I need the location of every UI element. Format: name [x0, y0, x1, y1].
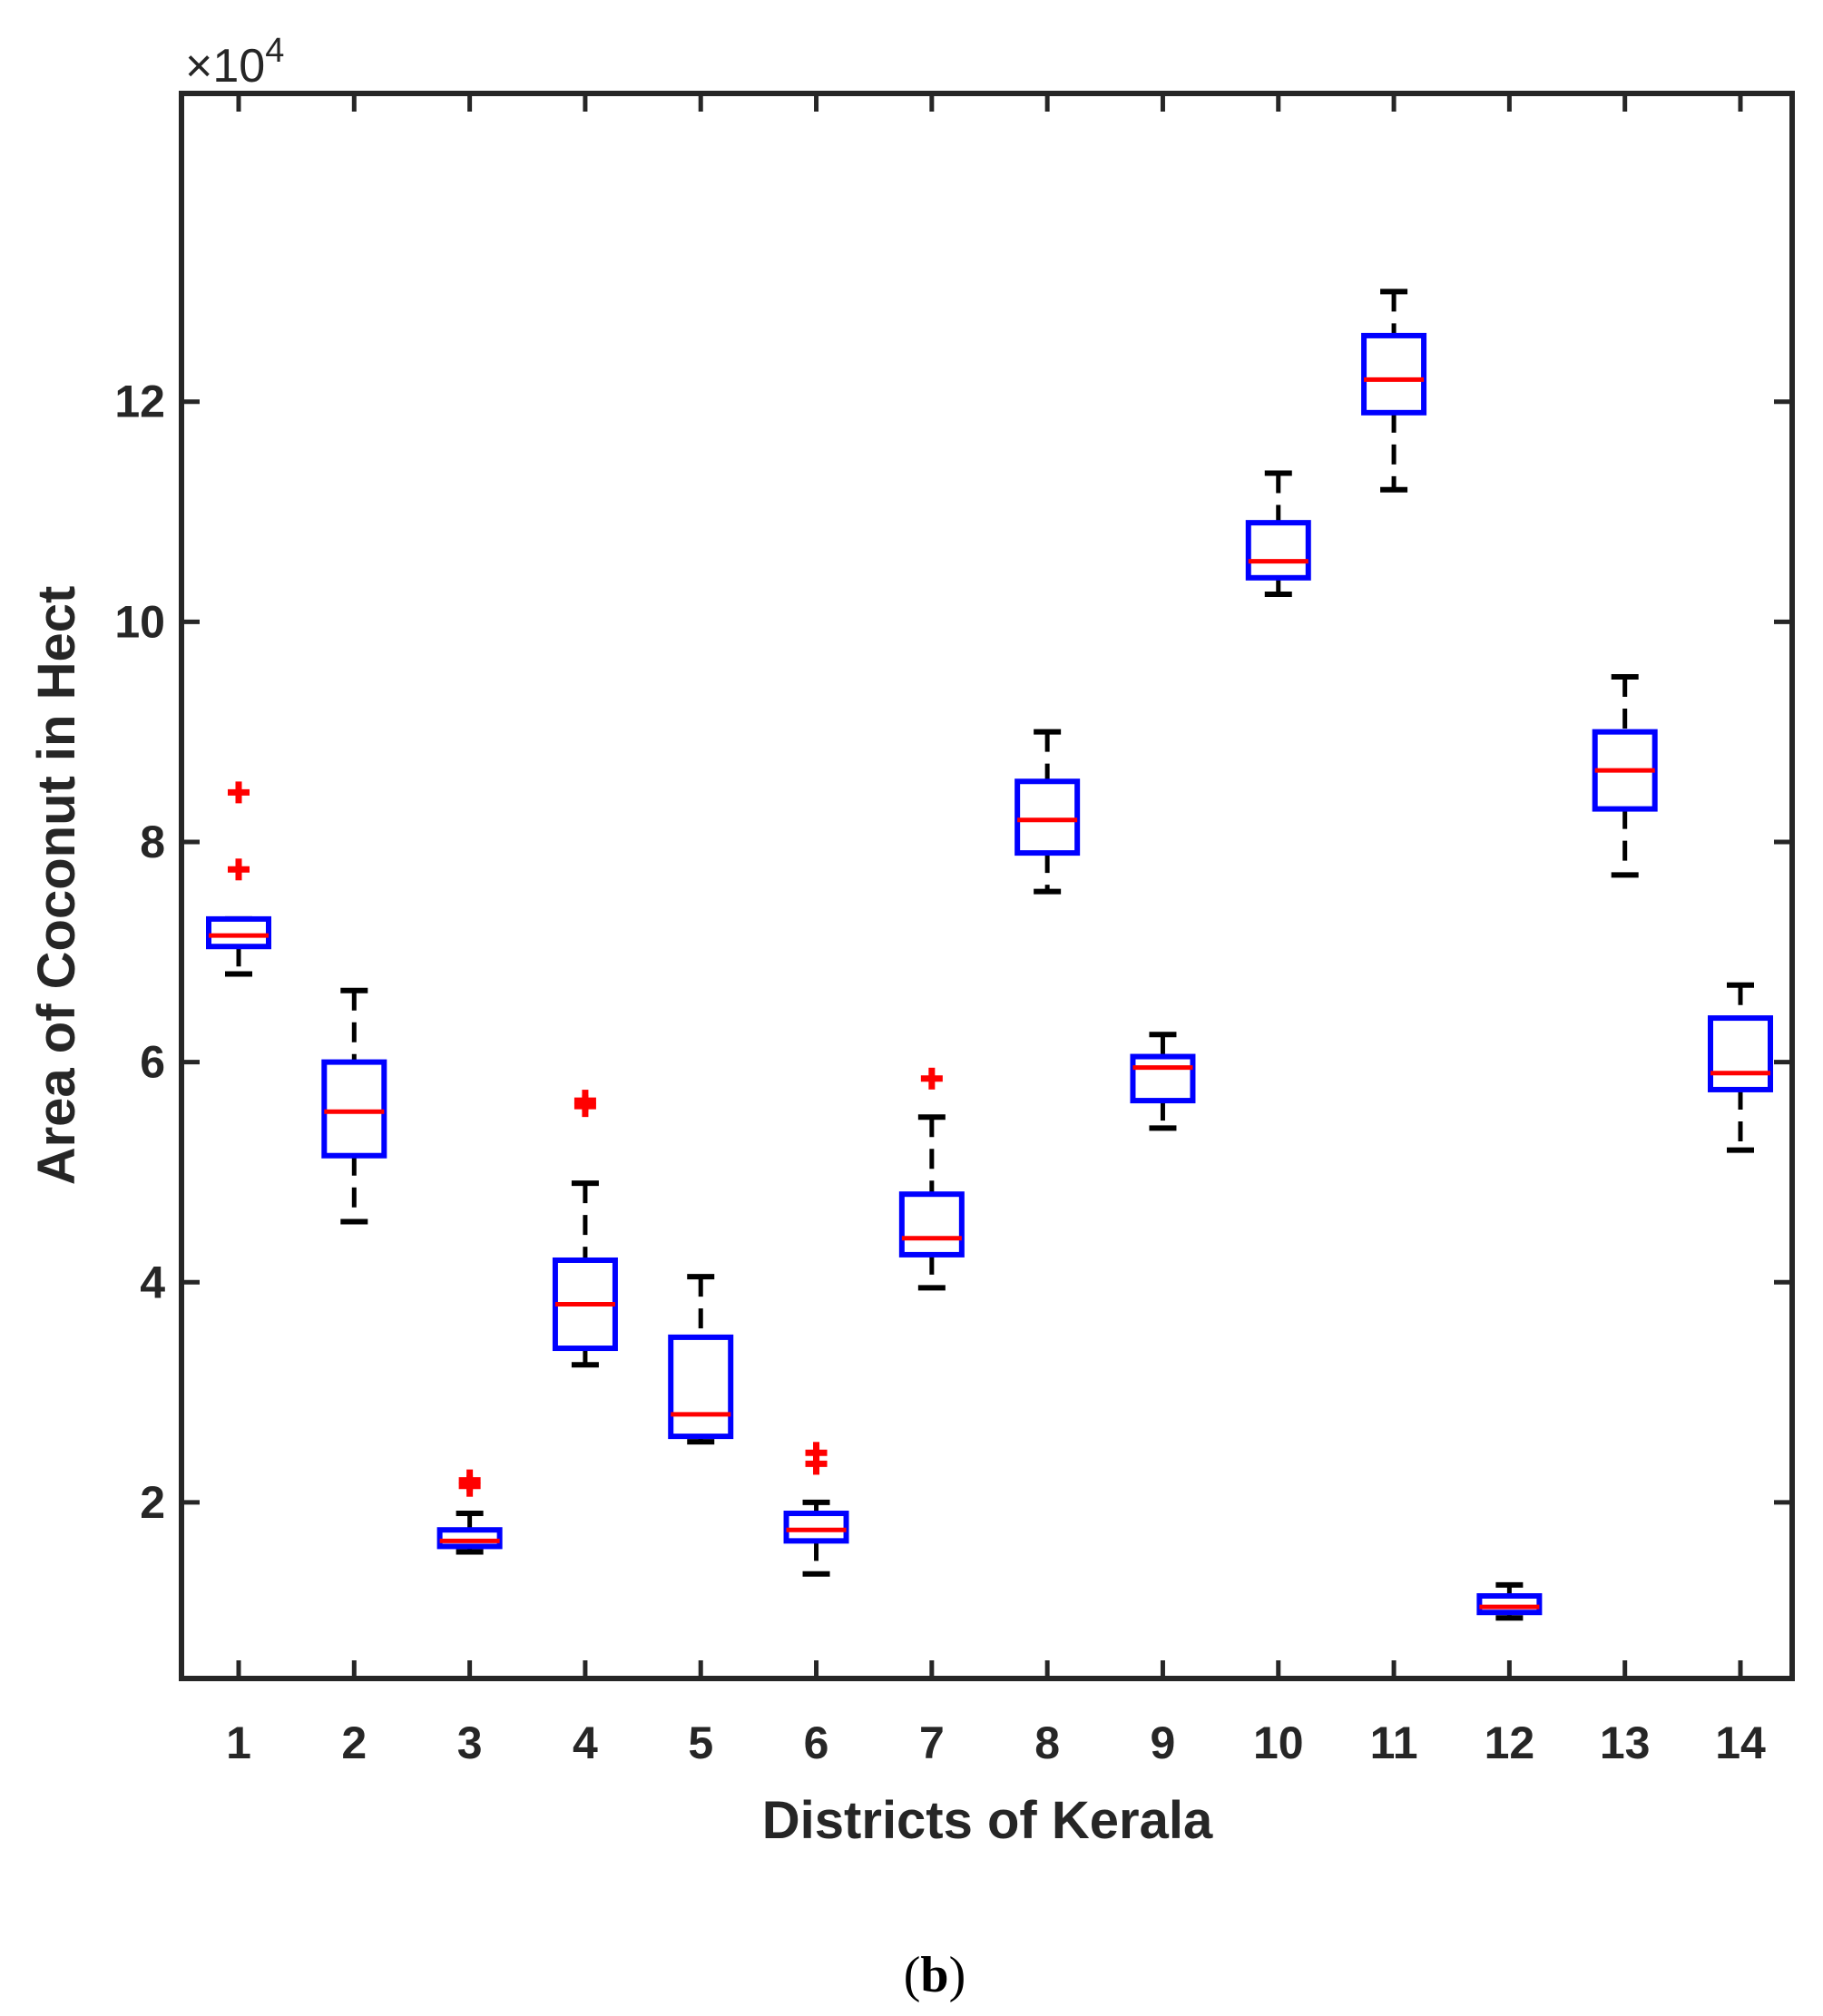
x-axis-title: Districts of Kerala — [762, 1791, 1213, 1850]
y-tick-label: 12 — [114, 377, 165, 427]
outlier-marker — [920, 1067, 943, 1090]
box-iqr — [436, 1527, 503, 1550]
y-tick-label: 4 — [140, 1257, 165, 1307]
x-tick-label: 12 — [1485, 1718, 1535, 1768]
box-iqr — [206, 915, 271, 950]
y-tick-label: 10 — [114, 596, 165, 647]
x-tick-label: 10 — [1253, 1718, 1304, 1768]
caption-letter: b — [920, 1947, 948, 2003]
box-iqr — [1476, 1593, 1543, 1616]
box-iqr — [898, 1191, 965, 1258]
axis-ticks — [181, 93, 1792, 1678]
y-exponent-base: ×10 — [185, 40, 265, 93]
y-tick-label: 6 — [140, 1037, 165, 1088]
box-iqr — [783, 1511, 849, 1544]
box-iqr — [321, 1059, 387, 1159]
plot-area-frame — [179, 91, 1795, 1681]
x-tick-label: 5 — [688, 1718, 713, 1768]
box-iqr — [1708, 1015, 1773, 1092]
x-tick-label: 9 — [1151, 1718, 1176, 1768]
y-exponent-label: ×104 — [185, 32, 284, 93]
outliers — [228, 781, 943, 1497]
x-tick-label: 4 — [573, 1718, 598, 1768]
box-iqr — [1130, 1053, 1196, 1104]
caption-close-paren: ) — [949, 1947, 966, 2003]
y-axis-title: Area of Coconut in Hect — [27, 586, 86, 1186]
x-tick-label: 2 — [341, 1718, 367, 1768]
x-tick-label: 14 — [1715, 1718, 1766, 1768]
box-iqr — [1245, 520, 1311, 581]
boxes — [206, 332, 1773, 1616]
box-iqr — [1014, 778, 1081, 856]
box-iqr — [668, 1334, 734, 1440]
x-tick-label: 1 — [226, 1718, 251, 1768]
outlier-marker — [805, 1442, 828, 1464]
box-iqr — [1361, 332, 1427, 416]
outlier-marker — [228, 781, 250, 804]
y-tick-label: 8 — [140, 817, 165, 867]
x-tick-label: 3 — [457, 1718, 483, 1768]
x-tick-label: 7 — [919, 1718, 945, 1768]
outlier-marker — [228, 858, 250, 881]
x-tick-label: 6 — [804, 1718, 829, 1768]
caption-open-paren: ( — [904, 1947, 921, 2003]
figure-caption: (b) — [904, 1947, 965, 2003]
whiskers — [225, 289, 1754, 1621]
x-tick-label: 8 — [1034, 1718, 1060, 1768]
x-tick-label: 11 — [1370, 1718, 1418, 1768]
outlier-marker — [458, 1469, 481, 1492]
x-tick-label: 13 — [1600, 1718, 1651, 1768]
y-tick-label: 2 — [140, 1477, 165, 1528]
outlier-marker — [573, 1090, 596, 1112]
y-exponent-power: 4 — [265, 32, 284, 70]
